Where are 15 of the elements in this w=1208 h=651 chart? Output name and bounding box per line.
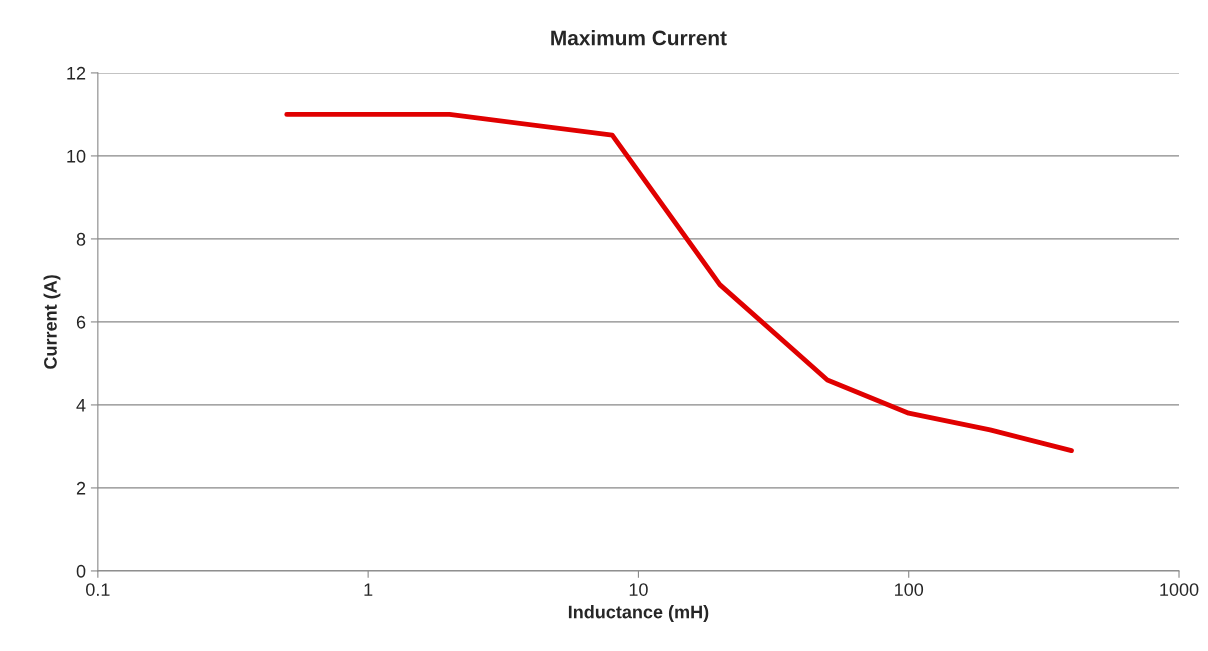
y-tick-label: 2 xyxy=(76,481,86,495)
x-tick-label: 0.1 xyxy=(86,583,110,596)
y-tick-label: 10 xyxy=(67,149,86,163)
chart-title: Maximum Current xyxy=(551,30,727,46)
x-tick-label: 1 xyxy=(364,583,373,596)
x-axis-title: Inductance (mH) xyxy=(568,605,709,622)
y-tick-label: 12 xyxy=(67,66,86,80)
y-tick-label: 4 xyxy=(76,399,86,412)
x-tick-label: 100 xyxy=(895,583,924,596)
y-axis-title: Current (A) xyxy=(43,275,61,369)
y-tick-label: 8 xyxy=(76,232,86,246)
y-tick-label: 6 xyxy=(76,315,86,329)
x-tick-label: 1000 xyxy=(1160,583,1199,596)
x-tick-label: 10 xyxy=(629,583,648,596)
y-tick-label: 0 xyxy=(76,564,86,578)
